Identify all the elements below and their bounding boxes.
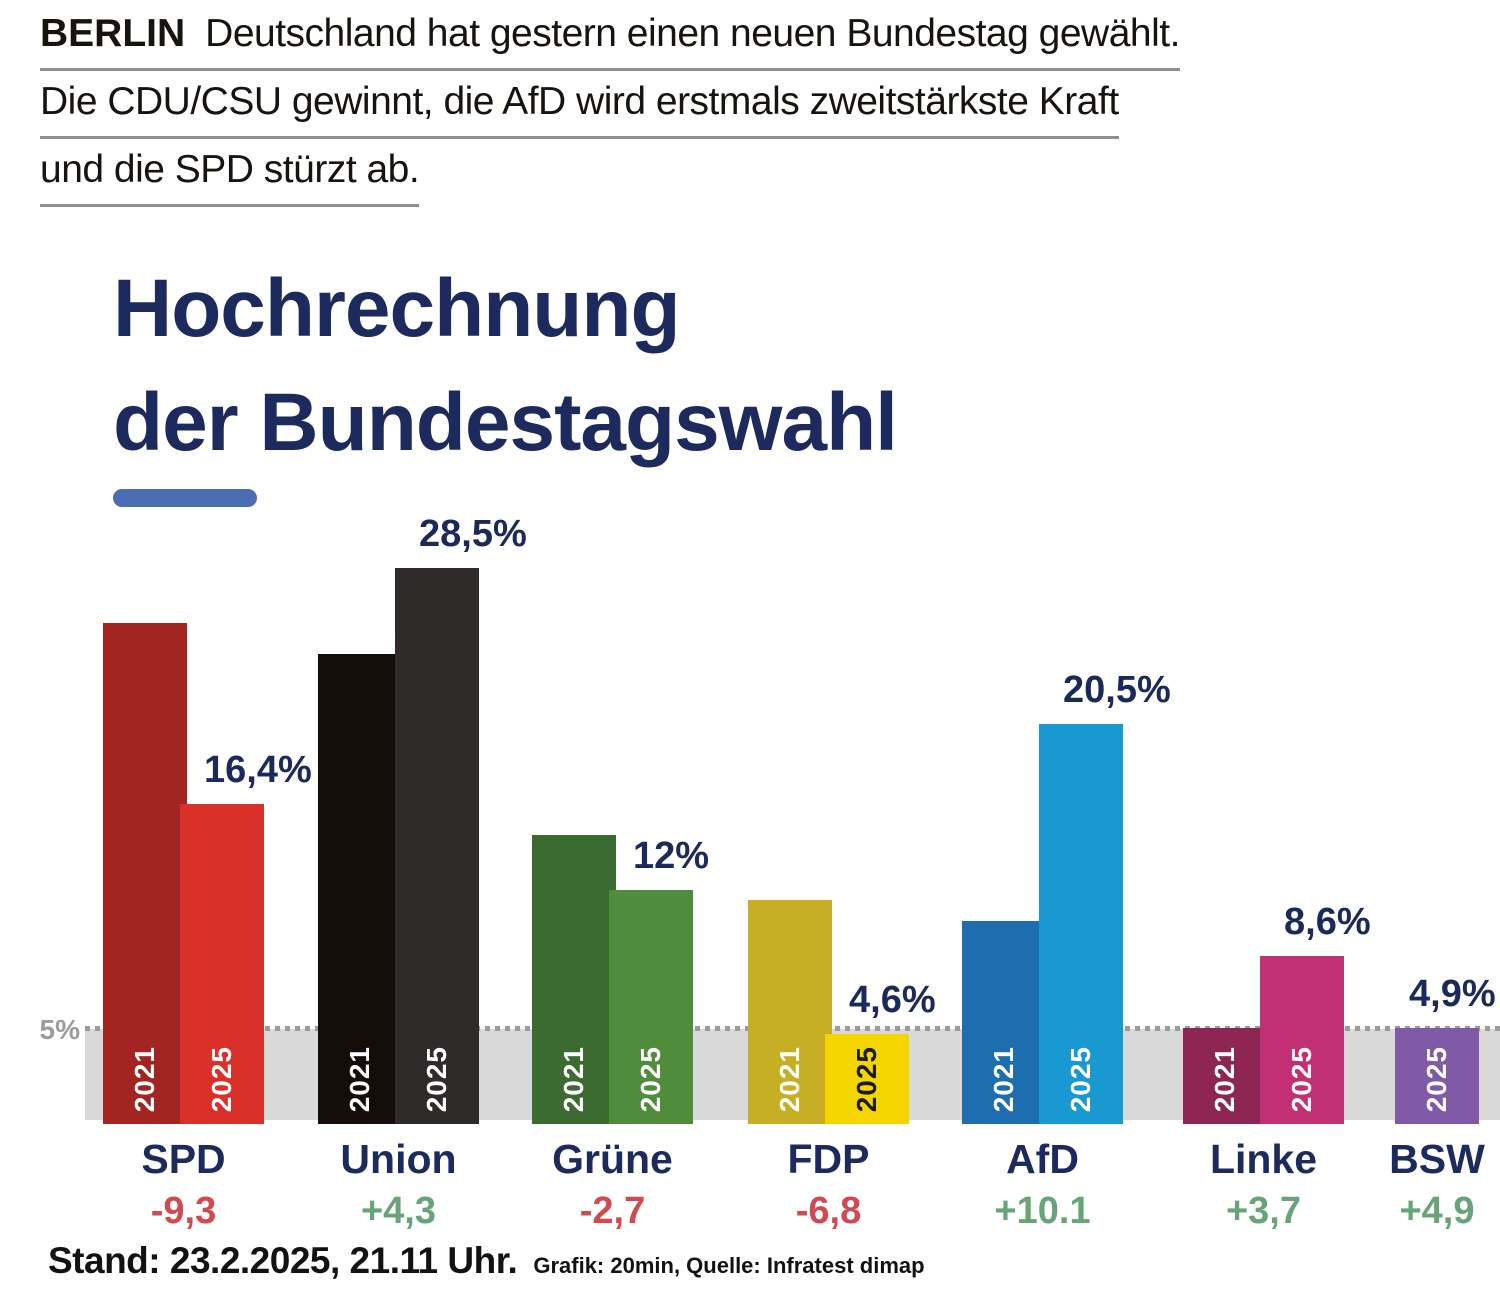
party-label-Grüne: Grüne (552, 1136, 673, 1182)
year-label: 2021 (344, 1045, 375, 1112)
value-label-Linke: 8,6% (1284, 901, 1371, 943)
change-label-Union: +4,3 (360, 1190, 437, 1232)
year-label: 2021 (558, 1045, 589, 1112)
change-label-BSW: +4,9 (1399, 1190, 1475, 1232)
change-label-Grüne: -2,7 (579, 1190, 646, 1232)
source-footer: Stand: 23.2.2025, 21.11 Uhr. Grafik: 20mi… (48, 1240, 925, 1282)
party-label-FDP: FDP (787, 1136, 870, 1182)
bar-Union-2021: 2021 (318, 654, 402, 1124)
bar-Linke-2025: 2025 (1260, 956, 1344, 1124)
year-label: 2025 (1065, 1045, 1096, 1112)
year-label: 2021 (988, 1045, 1019, 1112)
party-label-AfD: AfD (1006, 1136, 1079, 1182)
value-label-BSW: 4,9% (1409, 973, 1496, 1015)
headline-line-3: und die SPD stürzt ab. (40, 150, 420, 207)
party-label-SPD: SPD (141, 1136, 226, 1182)
change-label-SPD: -9,3 (150, 1190, 217, 1232)
dateline-kicker: BERLIN (40, 12, 186, 55)
bar-chart: 5% 2021 2025 16,4% SPD -9,3 2021 2025 28,5% Unio… (0, 500, 1500, 1232)
value-label-AfD: 20,5% (1063, 669, 1171, 711)
title-accent-dash (113, 489, 257, 507)
year-label: 2025 (635, 1045, 666, 1112)
change-label-AfD: +10.1 (994, 1190, 1091, 1232)
headline-text-1: Deutschland hat gestern einen neuen Bund… (205, 12, 1180, 55)
bar-Grüne-2021: 2021 (532, 835, 616, 1124)
year-label: 2025 (206, 1045, 237, 1112)
year-label: 2021 (1209, 1045, 1240, 1112)
bar-BSW-2025: 2025 (1395, 1028, 1479, 1124)
credit-text: Grafik: 20min, Quelle: Infratest dimap (533, 1253, 925, 1278)
headline-line-1: BERLIN Deutschland hat gestern einen neue… (40, 14, 1180, 71)
bar-FDP-2025: 2025 (825, 1034, 909, 1124)
party-label-Union: Union (340, 1136, 457, 1182)
year-label: 2021 (774, 1045, 805, 1112)
year-label: 2021 (129, 1045, 160, 1112)
value-label-SPD: 16,4% (204, 749, 312, 791)
change-label-Linke: +3,7 (1225, 1190, 1302, 1232)
year-label: 2025 (421, 1045, 452, 1112)
headline: BERLIN Deutschland hat gestern einen neue… (40, 14, 1500, 218)
party-label-BSW: BSW (1389, 1136, 1485, 1182)
bar-Grüne-2025: 2025 (609, 890, 693, 1124)
bar-AfD-2021: 2021 (962, 921, 1046, 1124)
year-label: 2025 (851, 1045, 882, 1112)
bar-Linke-2021: 2021 (1183, 1028, 1267, 1124)
chart-title: Hochrechnung der Bundestagswahl (113, 252, 898, 480)
year-label: 2025 (1286, 1045, 1317, 1112)
bar-AfD-2025: 2025 (1039, 724, 1123, 1124)
year-label: 2025 (1421, 1045, 1452, 1112)
chart-title-line-2: der Bundestagswahl (113, 377, 898, 468)
timestamp-text: Stand: 23.2.2025, 21.11 Uhr. (48, 1240, 518, 1281)
headline-line-2: Die CDU/CSU gewinnt, die AfD wird erstma… (40, 82, 1119, 139)
bar-Union-2025: 2025 (395, 568, 479, 1124)
change-label-FDP: -6,8 (795, 1190, 862, 1232)
party-label-Linke: Linke (1209, 1136, 1318, 1182)
threshold-label: 5% (39, 1014, 80, 1045)
chart-title-line-1: Hochrechnung (113, 263, 681, 354)
bar-SPD-2025: 2025 (180, 804, 264, 1124)
value-label-Union: 28,5% (419, 513, 527, 555)
bar-FDP-2021: 2021 (748, 900, 832, 1124)
value-label-FDP: 4,6% (849, 979, 936, 1021)
value-label-Grüne: 12% (633, 835, 710, 877)
bar-SPD-2021: 2021 (103, 623, 187, 1124)
